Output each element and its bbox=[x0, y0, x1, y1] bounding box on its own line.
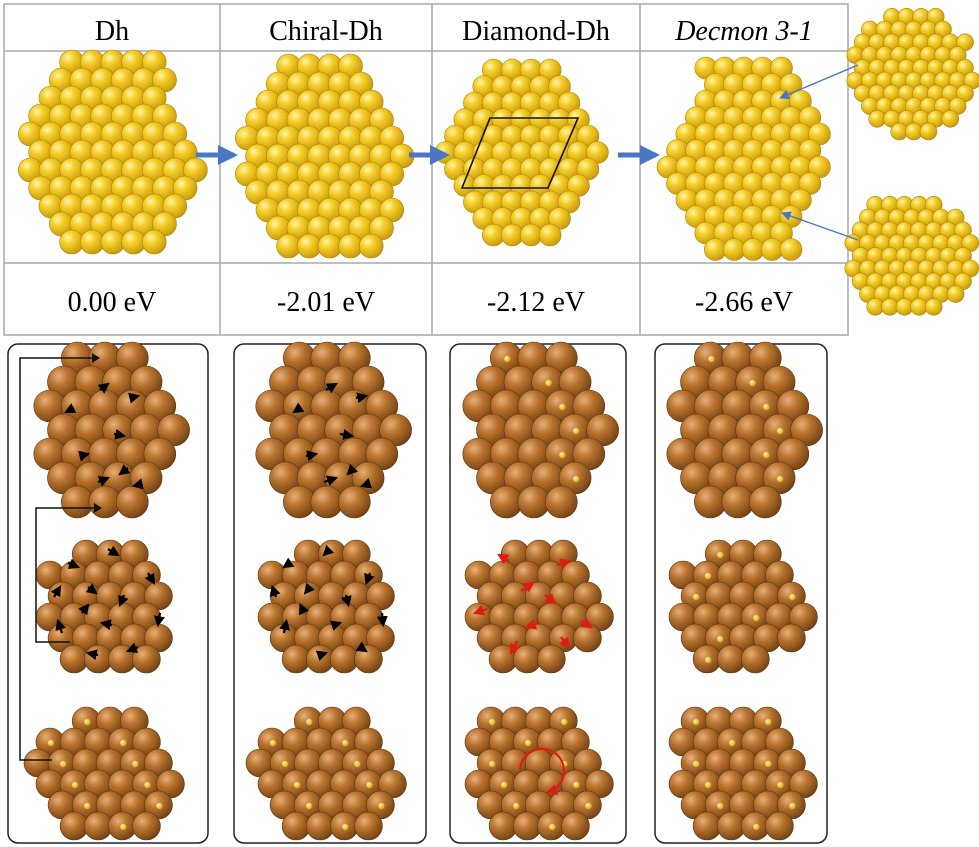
header-dh: Dh bbox=[95, 16, 129, 47]
pathway-arrowhead-top bbox=[92, 353, 100, 363]
motion-arrows-dh-side bbox=[64, 382, 144, 490]
pointer-arrow-bottom bbox=[781, 211, 859, 241]
gold-cluster-diamond-dh bbox=[434, 58, 609, 247]
energy-decmon: -2.66 eV bbox=[695, 287, 793, 318]
copper-cluster-decmon-top bbox=[668, 539, 818, 674]
copper-cluster-diamond-dh-bottom bbox=[464, 706, 614, 841]
gold-cluster-decmon bbox=[656, 56, 831, 261]
motion-arrows-diamond-top bbox=[472, 553, 593, 655]
pathway-connectors bbox=[19, 357, 94, 761]
copper-cluster-diamond-dh-side bbox=[462, 341, 619, 519]
copper-cluster-dh-top bbox=[35, 539, 173, 674]
energy-table bbox=[3, 3, 849, 336]
copper-cluster-dh-side bbox=[33, 341, 190, 519]
copper-cluster-decmon-side bbox=[666, 341, 823, 519]
diamond-outline bbox=[460, 117, 580, 189]
energy-diamond-dh: -2.12 eV bbox=[487, 287, 585, 318]
gold-cluster-dh bbox=[17, 49, 208, 255]
copper-cluster-decmon-bottom bbox=[668, 706, 818, 841]
copper-cluster-chiral-dh-top bbox=[257, 539, 395, 674]
header-chiral-dh: Chiral-Dh bbox=[269, 16, 383, 47]
copper-cluster-diamond-dh-top bbox=[464, 539, 614, 674]
pathway-arrowhead-mid bbox=[94, 503, 102, 513]
rotation-arrow-icon bbox=[518, 747, 566, 795]
header-decmon: Decmon 3-1 bbox=[674, 16, 813, 47]
gold-side-view-top bbox=[846, 7, 979, 141]
header-diamond-dh: Diamond-Dh bbox=[462, 16, 610, 47]
gold-cluster-chiral-dh bbox=[235, 53, 415, 259]
motion-arrows-dh-top bbox=[50, 545, 165, 661]
copper-cluster-chiral-dh-side bbox=[255, 341, 412, 519]
copper-cluster-dh-bottom bbox=[23, 706, 185, 841]
motion-arrows-chiral-side bbox=[292, 382, 373, 489]
copper-cluster-chiral-dh-bottom bbox=[245, 706, 407, 841]
motion-arrows-chiral-top bbox=[270, 544, 388, 662]
gold-side-view-bottom bbox=[844, 196, 979, 316]
energy-chiral-dh: -2.01 eV bbox=[277, 287, 375, 318]
energy-dh: 0.00 eV bbox=[68, 287, 157, 318]
pointer-arrow-top bbox=[779, 64, 859, 100]
